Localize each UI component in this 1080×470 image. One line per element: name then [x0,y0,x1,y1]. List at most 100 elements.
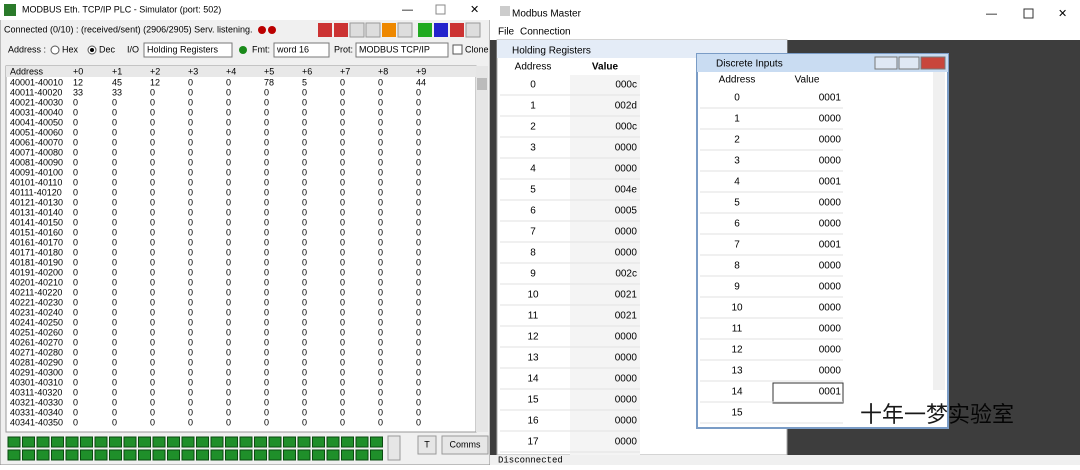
register-value: 0 [302,107,307,117]
tool-button[interactable] [365,22,381,38]
tool-button[interactable] [465,22,481,38]
register-value: 0 [112,377,117,387]
register-value: 0 [150,97,155,107]
led [109,436,122,448]
register-value: 0 [416,307,421,317]
led [283,436,296,448]
led [109,449,122,461]
register-value: 0 [73,307,78,317]
register-value: 0 [416,117,421,127]
register-value: 0 [416,337,421,347]
minimize-button[interactable]: — [986,8,997,20]
register-value: 0 [112,417,117,427]
prot-select[interactable] [355,42,449,58]
register-value: 0 [416,277,421,287]
maximize-button[interactable] [898,56,920,70]
register-value: 0 [264,247,269,257]
comms-button[interactable] [441,435,489,455]
register-value: 0 [378,227,383,237]
led [355,449,369,461]
register-value: 0 [378,297,383,307]
tool-button[interactable] [318,23,332,37]
scroll-thumb[interactable] [477,78,487,90]
register-value: 0 [416,107,421,117]
register-value: 0 [112,297,117,307]
register-value: 0 [188,357,193,367]
led [167,436,180,448]
simulator-titlebar [0,0,490,20]
register-value: 0 [226,217,231,227]
register-value: 0 [112,167,117,177]
register-value: 0 [150,397,155,407]
register-value: 0 [340,337,345,347]
scrollbar[interactable] [476,66,488,432]
register-value: 0 [302,277,307,287]
register-value: 0 [73,397,78,407]
close-button[interactable] [920,56,946,70]
register-value: 0000 [615,164,638,175]
register-value: 0005 [615,206,638,217]
close-button[interactable]: ✕ [470,4,479,16]
register-value: 0 [378,77,383,87]
column-header: Address [10,66,44,76]
register-value: 0 [112,237,117,247]
register-value: 0 [340,397,345,407]
tool-button[interactable] [334,23,348,37]
tool-button[interactable] [397,22,413,38]
register-value: 0 [150,407,155,417]
input-value: 0000 [819,282,842,293]
io-select[interactable] [143,42,233,58]
fmt-select[interactable] [273,42,330,58]
register-value: 0 [340,137,345,147]
register-value: 0 [340,127,345,137]
register-value: 0 [264,127,269,137]
spin-button[interactable] [387,435,401,461]
register-value: 0 [302,137,307,147]
clone-checkbox[interactable] [452,44,463,55]
register-value: 12 [73,77,83,87]
register-value: 0 [264,377,269,387]
register-value: 0 [416,247,421,257]
register-value: 0 [302,97,307,107]
minimize-button[interactable] [874,56,898,70]
register-value: 0 [416,327,421,337]
maximize-button[interactable] [435,4,446,15]
maximize-button[interactable] [1023,8,1034,19]
button-label: Comms [450,439,481,449]
register-value: 0 [112,147,117,157]
column-header: +6 [302,66,312,76]
register-value: 0 [150,317,155,327]
label: I/O [127,44,139,54]
tool-button[interactable] [434,23,448,37]
register-value: 0 [416,357,421,367]
tool-button[interactable] [382,23,396,37]
register-value: 0 [340,237,345,247]
watermark: 十年一梦实验室 [860,403,1014,428]
register-value: 0 [150,337,155,347]
tool-button[interactable] [418,23,432,37]
minimize-button[interactable]: — [402,4,413,16]
register-value: 0 [340,197,345,207]
scrollbar[interactable] [933,72,945,390]
row-address: 15 [731,408,743,419]
register-value: 0 [226,297,231,307]
close-button[interactable]: ✕ [1058,8,1067,20]
register-value: 0 [378,177,383,187]
t-button[interactable] [417,435,437,455]
register-value: 0 [150,417,155,427]
register-value: 0 [416,157,421,167]
led [326,449,340,461]
selected-cell[interactable] [772,382,844,404]
menu-item: Connection [520,27,571,38]
tool-button[interactable] [349,22,365,38]
row-address: 4 [530,164,536,175]
radio-hex[interactable] [50,45,60,55]
row-address: 40061-40070 [10,137,63,147]
register-value: 0 [264,397,269,407]
row-address: 8 [530,248,536,259]
register-value: 0000 [615,353,638,364]
register-value: 0 [226,377,231,387]
register-value: 0 [340,157,345,167]
label: Address : [8,44,46,54]
tool-button[interactable] [450,23,464,37]
